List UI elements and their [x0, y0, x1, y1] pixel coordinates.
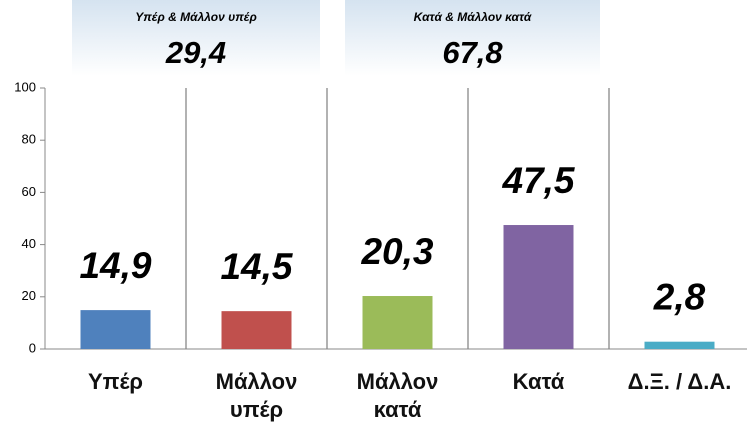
y-tick-label: 40 [22, 236, 36, 251]
value-label: 14,9 [79, 245, 151, 286]
annotation-value: 29,4 [165, 35, 226, 70]
bar [644, 341, 715, 349]
bar [221, 311, 292, 349]
bar [80, 310, 151, 349]
value-label: 2,8 [653, 276, 706, 317]
y-tick-label: 0 [29, 340, 36, 355]
x-tick-label: Δ.Ξ. / Δ.Α. [627, 369, 732, 394]
y-tick-label: 80 [22, 132, 36, 147]
annotation-value: 67,8 [442, 35, 503, 70]
y-tick-label: 100 [14, 79, 36, 94]
annotation-title: Κατά & Μάλλον κατά [414, 10, 532, 24]
x-tick-label: Μάλλον υπέρ [215, 369, 298, 422]
bar [362, 296, 433, 349]
bar [503, 225, 574, 349]
x-tick-label: Κατά [512, 369, 565, 394]
annotation-title: Υπέρ & Μάλλον υπέρ [135, 10, 257, 24]
annotation-box [345, 0, 600, 76]
y-tick-label: 60 [22, 184, 36, 199]
value-label: 47,5 [501, 160, 575, 201]
x-tick-label: Μάλλον κατά [356, 369, 439, 422]
annotation-box [72, 0, 320, 76]
y-tick-label: 20 [22, 288, 36, 303]
value-label: 14,5 [220, 246, 293, 287]
x-tick-label: Υπέρ [87, 369, 144, 394]
value-label: 20,3 [360, 231, 433, 272]
